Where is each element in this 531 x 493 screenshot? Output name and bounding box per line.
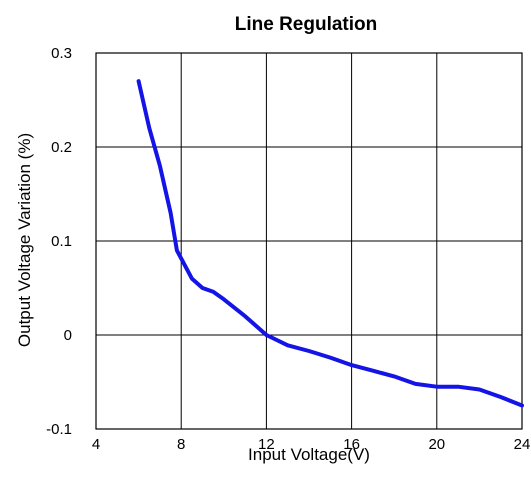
plot-frame [95, 52, 523, 430]
x-tick-label: 12 [258, 436, 275, 453]
y-tick-label: 0.1 [51, 233, 72, 250]
x-tick-label: 20 [428, 436, 445, 453]
x-tick-label: 4 [92, 436, 100, 453]
y-axis-label: Output Voltage Variation (%) [15, 133, 34, 347]
x-tick-labels: 4 8 12 16 20 24 [92, 436, 531, 453]
series-line [136, 79, 524, 408]
y-tick-label: 0.3 [51, 45, 72, 62]
chart-title: Line Regulation [235, 14, 378, 35]
grid [95, 52, 523, 430]
y-tick-label: 0.2 [51, 139, 72, 156]
y-tick-label: -0.1 [46, 421, 72, 438]
y-tick-label: 0 [64, 327, 72, 344]
x-axis-label: Input Voltage(V) [248, 445, 370, 464]
y-tick-labels: 0.3 0.2 0.1 0 -0.1 [46, 45, 72, 438]
x-tick-label: 16 [343, 436, 360, 453]
x-tick-label: 8 [177, 436, 185, 453]
x-tick-label: 24 [514, 436, 531, 453]
